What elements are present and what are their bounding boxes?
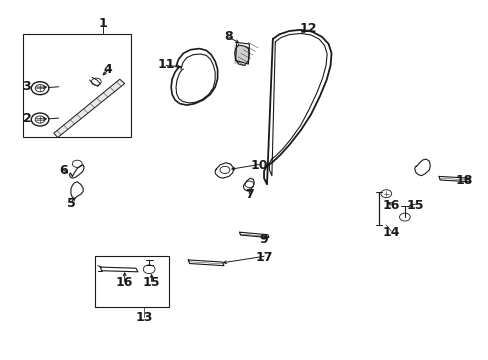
Text: 17: 17 bbox=[255, 251, 272, 264]
Text: 10: 10 bbox=[250, 159, 267, 172]
Text: 11: 11 bbox=[157, 58, 175, 71]
Text: 8: 8 bbox=[224, 30, 233, 42]
Text: 18: 18 bbox=[455, 174, 472, 186]
Text: 14: 14 bbox=[382, 226, 399, 239]
Bar bbox=[95, 256, 168, 307]
Text: 15: 15 bbox=[406, 199, 424, 212]
Text: 7: 7 bbox=[244, 188, 253, 201]
Text: 3: 3 bbox=[22, 80, 31, 93]
Polygon shape bbox=[54, 79, 124, 138]
Text: 15: 15 bbox=[142, 276, 160, 289]
Text: 6: 6 bbox=[59, 165, 68, 177]
Text: 16: 16 bbox=[382, 199, 399, 212]
Text: 1: 1 bbox=[98, 17, 107, 30]
Text: 9: 9 bbox=[259, 233, 268, 246]
Text: 16: 16 bbox=[116, 276, 133, 289]
Text: 2: 2 bbox=[22, 112, 31, 125]
Bar bbox=[23, 34, 131, 137]
Text: 4: 4 bbox=[103, 63, 112, 76]
Text: 13: 13 bbox=[135, 311, 153, 324]
Text: 12: 12 bbox=[299, 22, 316, 35]
Text: 5: 5 bbox=[66, 197, 75, 210]
